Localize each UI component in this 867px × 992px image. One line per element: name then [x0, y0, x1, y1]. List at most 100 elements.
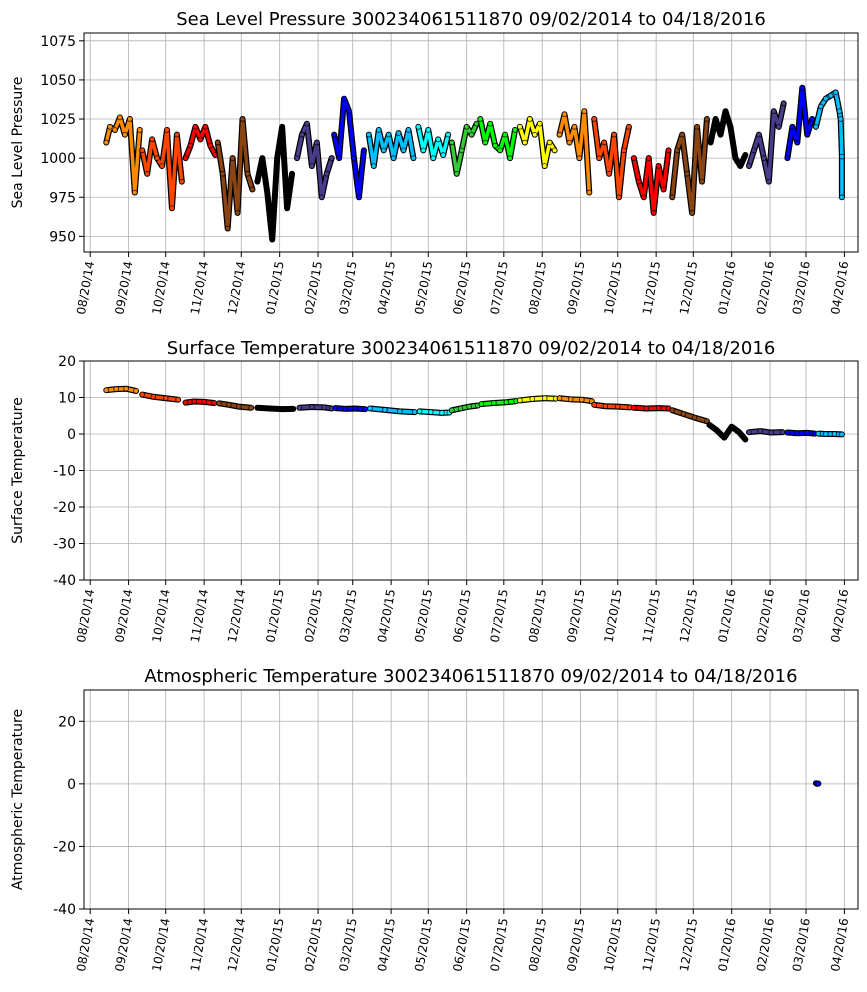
sst-y-axis-label: Surface Temperature	[10, 397, 26, 543]
slp-series-0-point-5	[127, 116, 133, 122]
sst-xtick-label-2: 10/20/14	[150, 588, 173, 644]
slp-series-8-point-4	[435, 136, 441, 143]
slp-xtick-label-3: 11/20/14	[188, 260, 211, 316]
sst-xtick-label-12: 08/20/15	[526, 588, 549, 644]
slp-series-16-point-5	[732, 155, 739, 161]
sst-series-3-line	[217, 401, 253, 410]
sst-series-4	[254, 404, 297, 413]
atm-ytick-label-3: -40	[53, 902, 76, 918]
slp-series-2-point-4	[202, 124, 209, 130]
atm-xtick-label-4: 12/20/14	[225, 917, 248, 973]
slp-series-4-point-7	[289, 171, 295, 177]
slp-series-18-point-1	[789, 124, 796, 130]
slp-axes-frame	[83, 32, 859, 253]
slp-series-7-point-7	[400, 147, 407, 154]
slp-series-14-point-5	[655, 163, 662, 169]
slp-series-15-point-5	[694, 124, 700, 130]
slp-series-17-point-0	[746, 163, 752, 169]
sst-xtick-label-3: 11/20/14	[188, 588, 211, 644]
slp-series-0-point-2	[112, 127, 118, 133]
slp-series-7-point-3	[380, 147, 387, 154]
sst-series-10	[478, 398, 520, 408]
sst-series-3-point-1	[226, 402, 232, 408]
slp-series-2-point-5	[207, 142, 214, 149]
slp-series-17-point-5	[771, 108, 777, 114]
slp-series-12-point-4	[576, 155, 583, 161]
atm-xtick-label-13: 09/20/15	[564, 917, 587, 973]
sst-series-17-point-3	[779, 429, 786, 435]
slp-series-19-point-1	[818, 103, 824, 110]
slp-ytick-label-5: 1075	[40, 34, 76, 50]
sst-series-17	[746, 428, 786, 436]
sst-series-0-point-2	[123, 385, 129, 392]
sst-series-5-line	[297, 405, 334, 411]
sst-series-11-point-2	[541, 395, 548, 401]
slp-series-19-point-7	[839, 153, 845, 160]
slp-series-3-point-1	[219, 171, 226, 177]
sst-series-8-point-2	[439, 410, 445, 416]
slp-xtick-label-11: 07/20/15	[488, 260, 511, 316]
slp-series-15-point-6	[699, 178, 705, 185]
sst-series-12	[556, 395, 595, 405]
slp-xtick-label-2: 10/20/14	[150, 260, 173, 316]
slp-series-5-point-5	[319, 194, 325, 201]
slp-series-3-point-5	[239, 116, 246, 122]
slp-series-15-point-3	[684, 171, 690, 177]
sst-series-8	[416, 408, 453, 416]
slp-series-4-point-3	[269, 236, 275, 243]
slp-series-1	[139, 126, 185, 212]
slp-series-15-point-0	[669, 194, 675, 201]
sst-series-3-point-2	[236, 403, 242, 410]
slp-series-13-point-1	[596, 155, 602, 161]
sst-series-7	[367, 405, 418, 416]
slp-series-0-point-3	[117, 114, 123, 121]
slp-series-8-point-2	[425, 127, 432, 133]
slp-series-1-point-6	[169, 205, 175, 211]
sst-series-10-point-1	[491, 400, 497, 406]
slp-series-1-point-2	[149, 136, 155, 143]
slp-series-13-point-5	[616, 194, 622, 201]
sst-xtick-label-7: 03/20/15	[337, 588, 360, 644]
slp-series-11-point-6	[546, 139, 553, 146]
atm-xtick-label-8: 04/20/15	[375, 917, 398, 973]
slp-series-2-point-0	[182, 155, 189, 161]
slp-series-19-point-8	[839, 194, 845, 201]
sst-series-19	[815, 430, 845, 438]
sst-series-14-line	[632, 405, 671, 411]
slp-series-8-point-3	[430, 155, 436, 161]
atm-grid	[84, 690, 858, 910]
atm-xtick-label-2: 10/20/14	[150, 917, 173, 973]
slp-series-6-point-3	[346, 108, 352, 114]
atm-xtick-label-20: 04/20/16	[828, 917, 851, 973]
sst-series-16-point-2	[721, 434, 728, 441]
slp-series-7-point-8	[405, 127, 412, 133]
slp-series-15-point-7	[704, 116, 710, 122]
sst-series-5-point-0	[296, 404, 303, 411]
sst-series-0-point-0	[103, 387, 110, 393]
sst-series-10-point-2	[503, 399, 510, 405]
sst-ytick-label-5: -30	[53, 537, 76, 553]
slp-series-14-point-6	[660, 186, 667, 193]
sst-series-7-point-2	[397, 408, 403, 415]
slp-series-18-point-4	[804, 131, 810, 138]
slp-series-6	[331, 95, 367, 201]
sst-series-7-line	[368, 406, 417, 414]
slp-xtick-label-7: 03/20/15	[337, 260, 360, 316]
slp-series-3-point-3	[229, 155, 236, 161]
sst-series-1-line	[140, 392, 180, 402]
slp-xtick-label-10: 06/20/15	[450, 260, 473, 316]
slp-series-8-point-1	[420, 147, 427, 154]
sst-series-1-point-2	[162, 395, 169, 401]
slp-series-9-point-2	[458, 147, 465, 154]
slp-series-10-point-5	[502, 131, 508, 138]
sst-series-13-point-0	[591, 402, 597, 408]
sst-ytick-label-0: 20	[58, 354, 76, 370]
slp-series-9-point-3	[463, 124, 470, 130]
slp-series-12-point-6	[586, 189, 593, 196]
sst-series-16-point-4	[736, 429, 742, 435]
sst-series-14-point-1	[643, 405, 649, 412]
slp-series-11	[516, 116, 558, 169]
slp-series-15-point-4	[689, 210, 695, 216]
sst-series-16-point-0	[706, 422, 713, 428]
atm-xtick-label-5: 01/20/15	[263, 917, 286, 973]
